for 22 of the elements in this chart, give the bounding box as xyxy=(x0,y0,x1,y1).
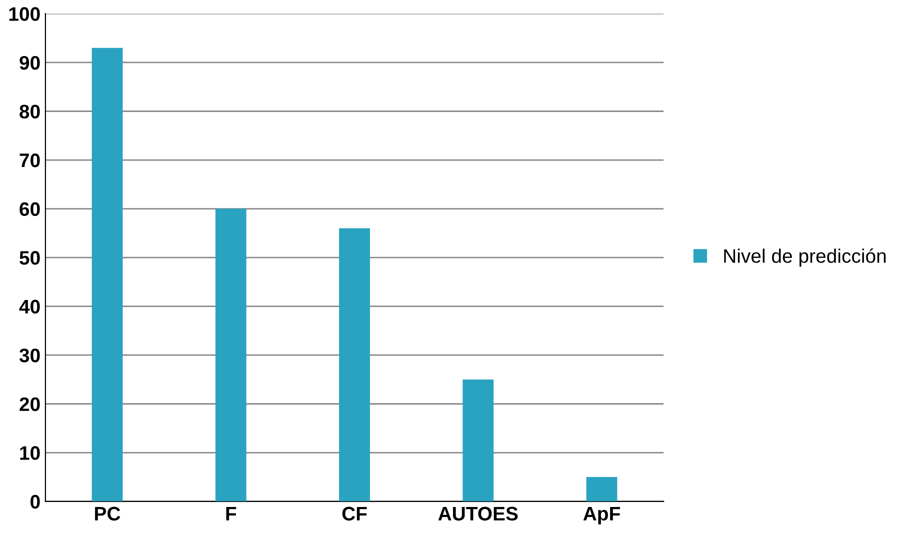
y-tick-label: 100 xyxy=(9,7,40,21)
y-tick-label: 20 xyxy=(20,397,40,412)
x-tick-label: ApF xyxy=(583,506,620,524)
y-tick-label: 50 xyxy=(20,251,40,265)
bar xyxy=(586,477,618,502)
bar xyxy=(339,228,370,502)
bar xyxy=(215,208,246,502)
y-tick-label: 80 xyxy=(20,104,40,118)
x-tick-label: F xyxy=(226,506,236,520)
y-tick-label: 0 xyxy=(30,494,40,509)
y-tick-label: 60 xyxy=(20,202,40,216)
y-tick-label: 90 xyxy=(20,56,40,70)
y-tick-label: 70 xyxy=(20,153,40,168)
bar xyxy=(92,48,123,502)
legend-label: Nivel de predicción xyxy=(724,248,886,267)
bar xyxy=(462,379,494,502)
x-tick-label: AUTOES xyxy=(438,506,518,521)
y-tick-label: 40 xyxy=(19,300,40,314)
x-tick-label: PC xyxy=(95,506,120,521)
y-tick-label: 30 xyxy=(19,348,40,362)
x-tick-label: CF xyxy=(342,506,367,521)
y-tick-label: 10 xyxy=(20,446,40,460)
